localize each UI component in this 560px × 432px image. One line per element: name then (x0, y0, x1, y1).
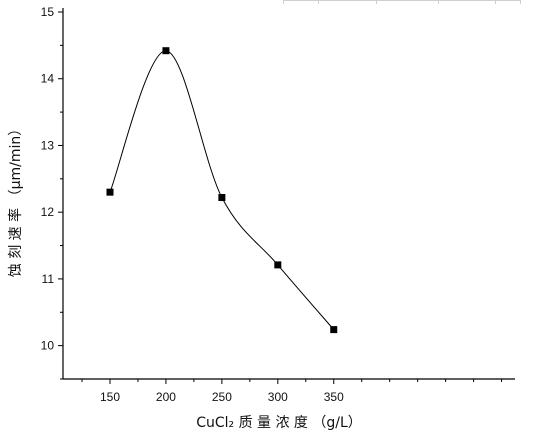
series-line (109, 50, 335, 330)
top-frame-ticks (283, 0, 521, 4)
y-tick-label-14: 14 (41, 72, 55, 86)
x-ticks: 150 200 250 300 350 (81, 379, 503, 404)
data-point-350 (330, 326, 338, 334)
x-tick-label-350: 350 (324, 390, 344, 404)
data-point-250 (218, 194, 226, 202)
data-point-200 (162, 47, 170, 55)
x-tick-label-200: 200 (156, 390, 176, 404)
y-ticks: 10 11 12 13 14 15 (41, 5, 63, 380)
x-tick-label-300: 300 (268, 390, 288, 404)
y-tick-label-10: 10 (41, 339, 55, 353)
y-axis-title: 蚀 刻 速 率 （μm/min） (7, 122, 24, 277)
data-point-150 (106, 188, 114, 196)
y-tick-label-13: 13 (41, 138, 55, 152)
y-tick-label-15: 15 (41, 5, 55, 19)
y-tick-label-11: 11 (42, 272, 55, 286)
data-markers (106, 47, 338, 334)
x-tick-label-250: 250 (212, 390, 232, 404)
x-tick-label-150: 150 (100, 390, 120, 404)
y-tick-label-12: 12 (41, 205, 55, 219)
data-point-300 (274, 261, 282, 269)
x-axis-title: CuCl₂ 质 量 浓 度 （g/L） (196, 415, 362, 431)
axes (62, 8, 515, 380)
